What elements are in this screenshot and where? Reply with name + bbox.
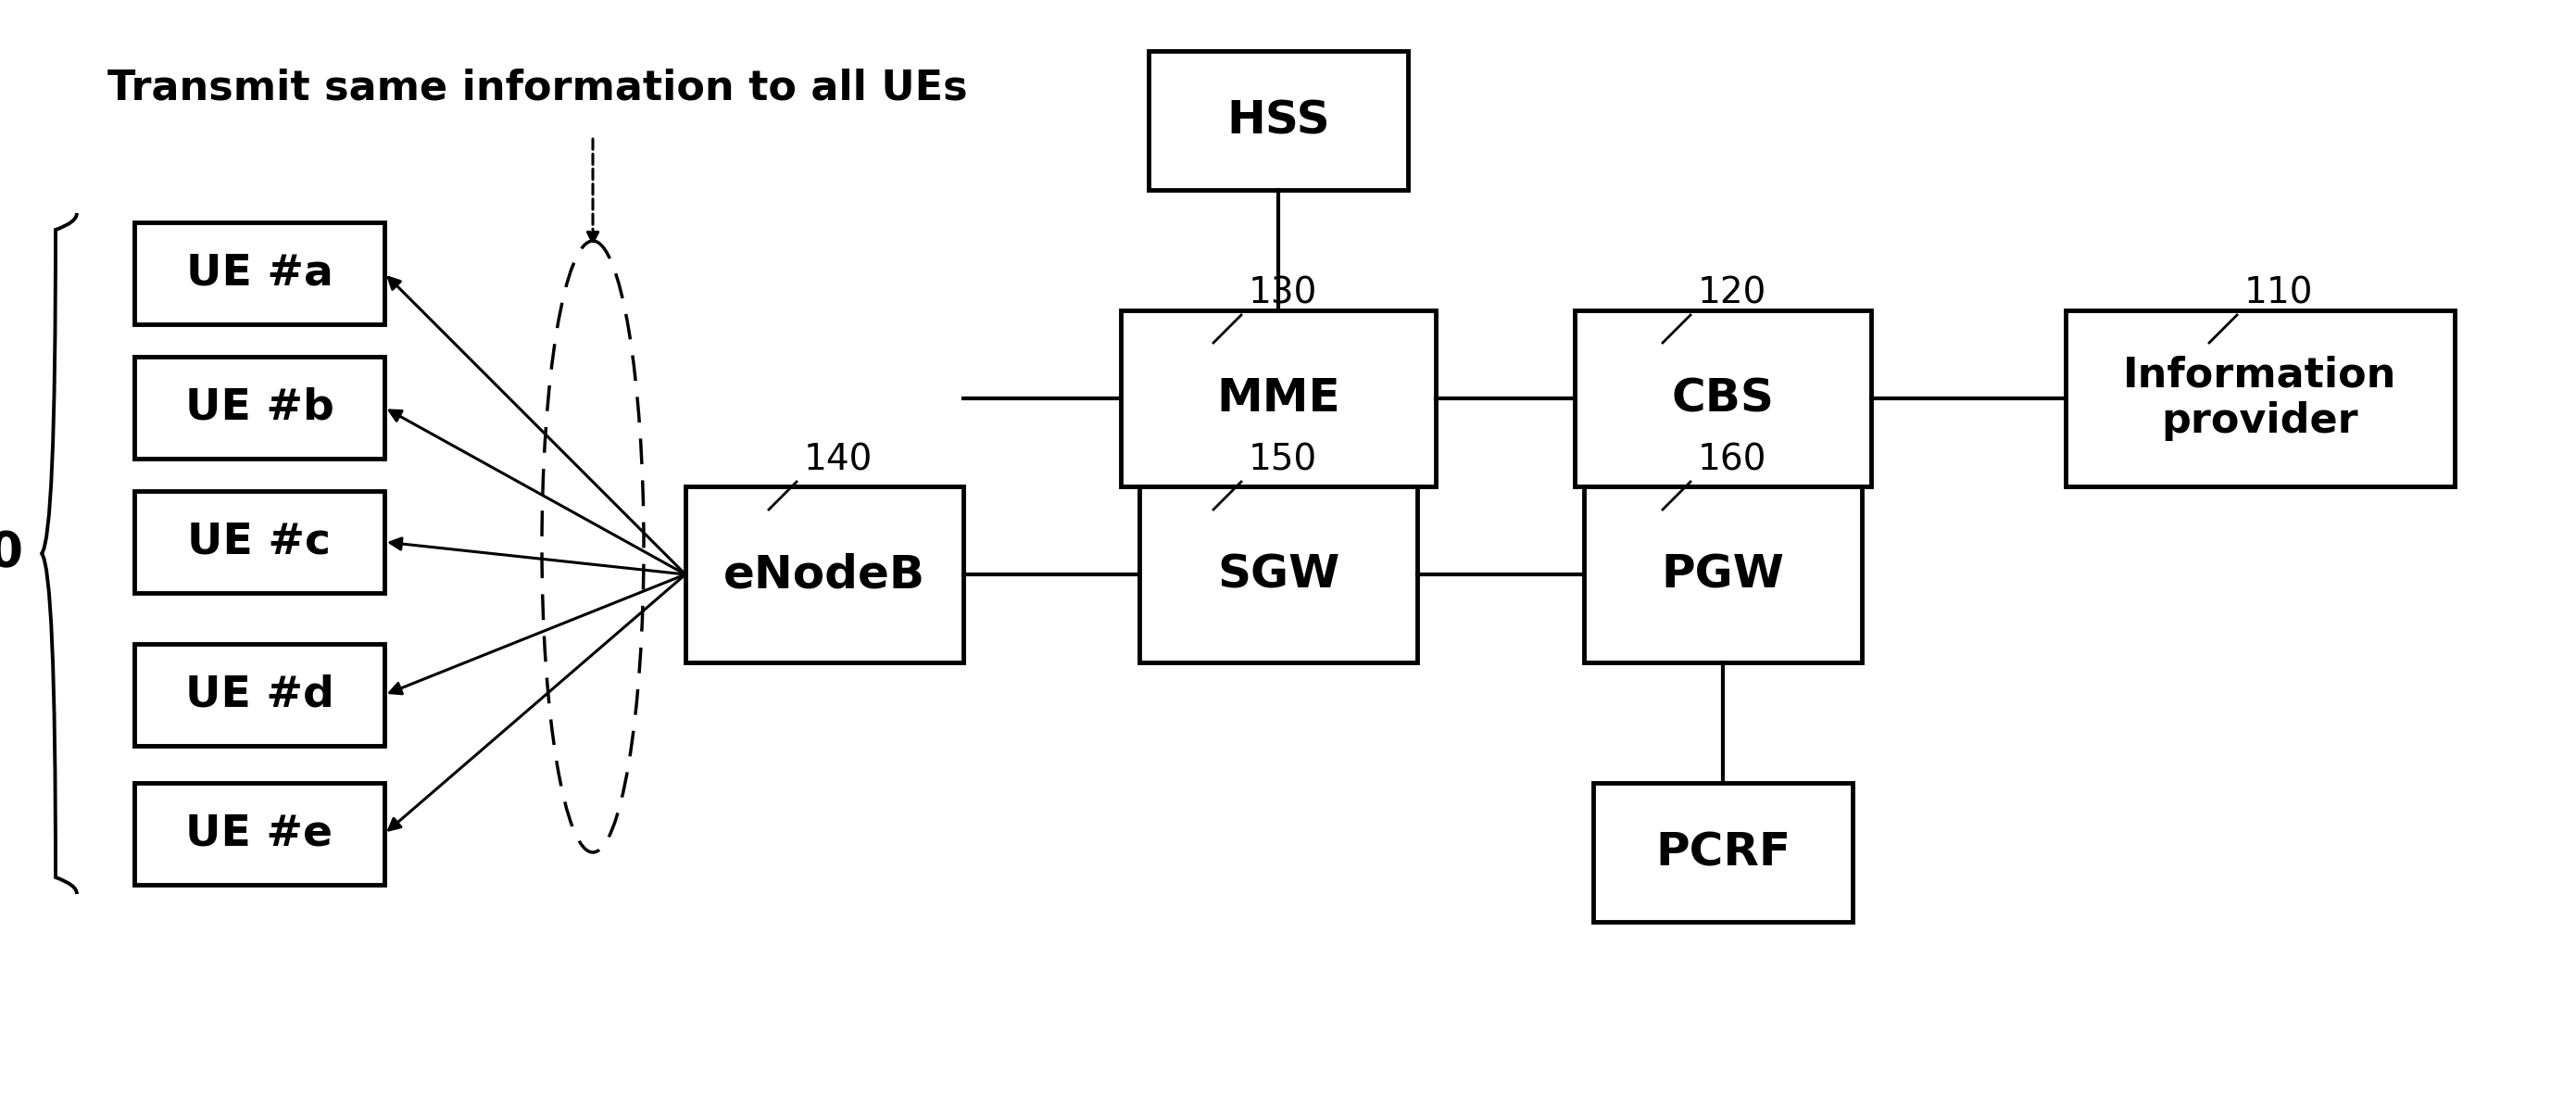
Bar (1149, 50, 1409, 190)
Text: PCRF: PCRF (1656, 830, 1790, 875)
Text: Information
provider: Information provider (2123, 355, 2396, 442)
Bar (1584, 487, 1862, 662)
Text: CBS: CBS (1672, 376, 1775, 421)
Text: 140: 140 (804, 442, 873, 477)
Text: Transmit same information to all UEs: Transmit same information to all UEs (108, 68, 969, 107)
Bar (134, 643, 384, 745)
Text: UE #d: UE #d (185, 674, 335, 716)
Bar (1592, 783, 1852, 922)
Text: SGW: SGW (1216, 552, 1340, 596)
Bar (1574, 310, 1870, 487)
Text: 160: 160 (1698, 442, 1767, 477)
Bar (1139, 487, 1417, 662)
Bar (134, 491, 384, 593)
Bar (134, 356, 384, 458)
Text: MME: MME (1216, 376, 1340, 421)
Bar (134, 222, 384, 324)
Text: UE #b: UE #b (185, 387, 335, 429)
Text: 110: 110 (2244, 275, 2313, 310)
Text: 150: 150 (0, 529, 23, 578)
Bar (1121, 310, 1435, 487)
Bar (685, 487, 963, 662)
Text: 150: 150 (1249, 442, 1316, 477)
Text: HSS: HSS (1226, 99, 1329, 142)
Text: UE #e: UE #e (185, 813, 332, 855)
Text: UE #c: UE #c (188, 521, 332, 563)
Text: eNodeB: eNodeB (724, 552, 925, 596)
Text: 130: 130 (1249, 275, 1316, 310)
Text: UE #a: UE #a (185, 252, 332, 294)
Text: PGW: PGW (1662, 552, 1785, 596)
Bar (2066, 310, 2455, 487)
Bar (134, 783, 384, 884)
Text: 120: 120 (1698, 275, 1767, 310)
